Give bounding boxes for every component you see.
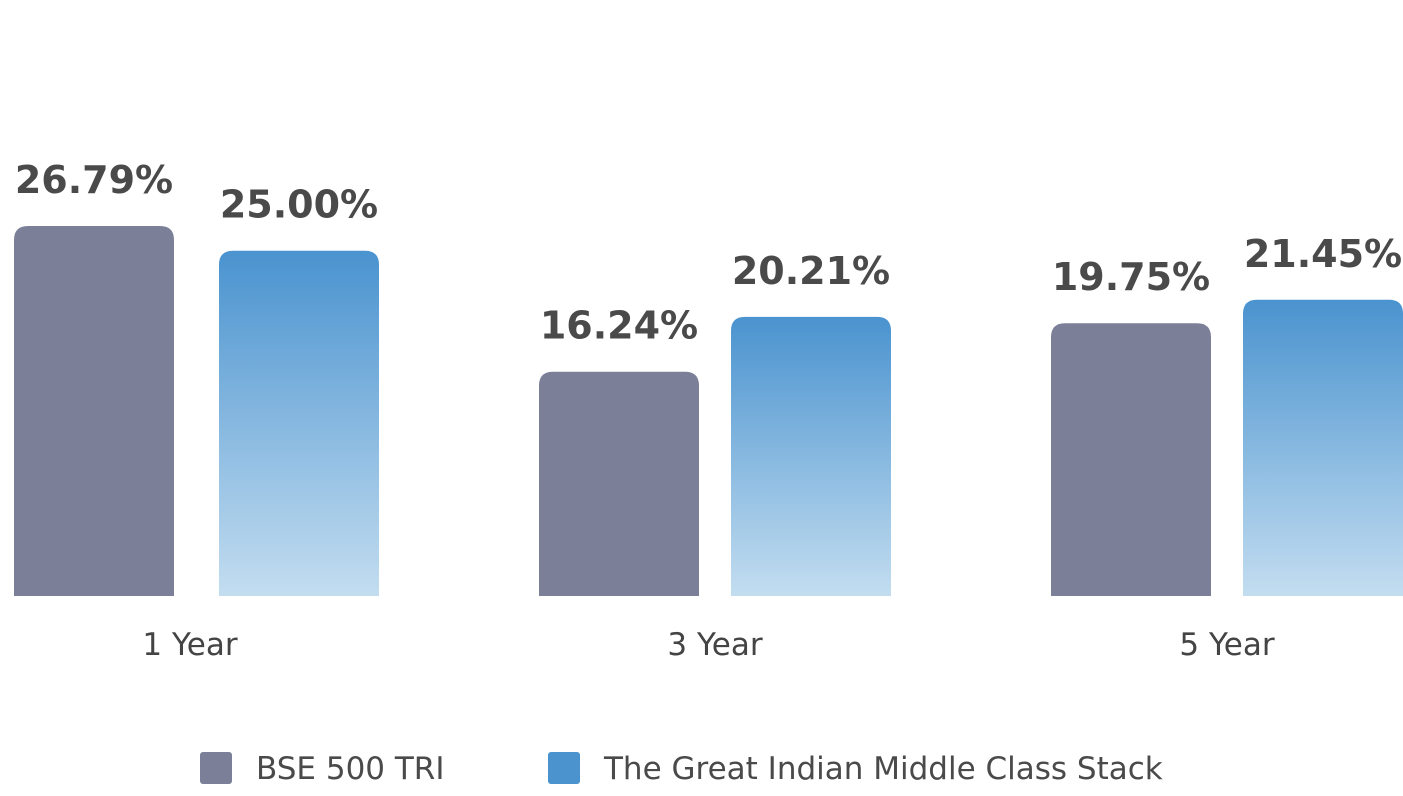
bar-bse500-5-year — [1051, 323, 1211, 596]
legend-swatch-bse500 — [200, 752, 232, 784]
bar-bse500-1-year — [14, 226, 174, 596]
legend-swatch-gimcs — [548, 752, 580, 784]
category-label-1-year: 1 Year — [142, 627, 237, 663]
category-label-3-year: 3 Year — [667, 627, 762, 663]
bar-gimcs-3-year-value-label: 20.21% — [732, 249, 890, 293]
bars-group — [14, 226, 1403, 596]
bar-gimcs-1-year-value-label: 25.00% — [220, 183, 378, 227]
legend-label-bse500: BSE 500 TRI — [256, 751, 444, 787]
bar-bse500-3-year-value-label: 16.24% — [540, 304, 698, 348]
legend-label-gimcs: The Great Indian Middle Class Stack — [603, 751, 1163, 787]
bar-gimcs-3-year — [731, 316, 891, 596]
bar-gimcs-1-year — [219, 250, 379, 596]
legend: BSE 500 TRI The Great Indian Middle Class… — [200, 751, 1163, 787]
bar-gimcs-5-year-value-label: 21.45% — [1244, 232, 1402, 276]
bar-bse500-1-year-value-label: 26.79% — [15, 158, 173, 202]
bar-bse500-3-year — [539, 371, 699, 596]
bar-gimcs-5-year — [1243, 299, 1403, 596]
bar-bse500-5-year-value-label: 19.75% — [1052, 255, 1210, 299]
category-labels-group: 1 Year 3 Year 5 Year — [142, 627, 1274, 663]
category-label-5-year: 5 Year — [1179, 627, 1274, 663]
value-labels-group: 26.79% 25.00% 16.24% 20.21% 19.75% 21.45% — [15, 158, 1402, 348]
